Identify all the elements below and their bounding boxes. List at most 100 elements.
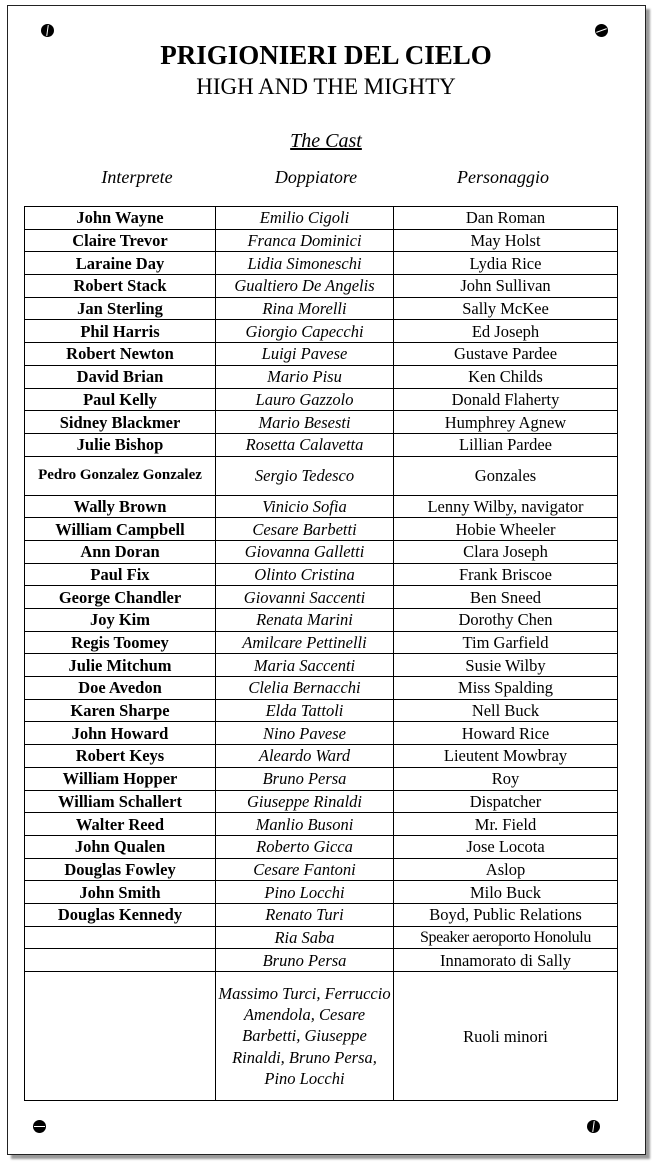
table-row: Paul Kelly Lauro Gazzolo Donald Flaherty bbox=[24, 387, 618, 412]
voice-actor-cell: Amilcare Pettinelli bbox=[215, 630, 394, 655]
screw-icon bbox=[595, 24, 608, 37]
character-cell: Innamorato di Sally bbox=[393, 948, 618, 972]
table-row: Claire Trevor Franca Dominici May Holst bbox=[24, 228, 618, 253]
voice-actor-cell: Lidia Simoneschi bbox=[215, 251, 394, 276]
table-row: Douglas Kennedy Renato Turi Boyd, Public R… bbox=[24, 902, 618, 927]
page-title: PRIGIONIERI DEL CIELO bbox=[160, 40, 492, 70]
character-cell: Ben Sneed bbox=[393, 585, 618, 609]
character-cell: Aslop bbox=[393, 857, 618, 882]
voice-actor-cell: Sergio Tedesco bbox=[215, 455, 394, 496]
table-row: John Howard Nino Pavese Howard Rice bbox=[24, 721, 618, 746]
character-cell: Lenny Wilby, navigator bbox=[393, 494, 618, 519]
table-row: Regis Toomey Amilcare Pettinelli Tim Garfi… bbox=[24, 630, 618, 655]
actor-cell: Pedro Gonzalez Gonzalez bbox=[24, 455, 216, 496]
actor-cell: Ann Doran bbox=[24, 539, 216, 564]
character-cell: Ken Childs bbox=[393, 364, 618, 389]
actor-cell: John Howard bbox=[24, 721, 216, 746]
table-row: Julie Mitchum Maria Saccenti Susie Wilby bbox=[24, 653, 618, 678]
voice-actor-cell: Emilio Cigoli bbox=[215, 206, 394, 230]
voice-actor-cell: Giuseppe Rinaldi bbox=[215, 789, 394, 814]
character-cell: Susie Wilby bbox=[393, 653, 618, 678]
actor-cell: William Hopper bbox=[24, 766, 216, 791]
voice-actor-cell: Luigi Pavese bbox=[215, 342, 394, 366]
voice-actor-cell: Pino Locchi bbox=[215, 880, 394, 904]
actor-cell bbox=[24, 971, 216, 1101]
screw-icon bbox=[587, 1120, 600, 1133]
voice-actor-cell: Olinto Cristina bbox=[215, 562, 394, 587]
character-cell: Clara Joseph bbox=[393, 539, 618, 564]
character-cell: Dorothy Chen bbox=[393, 608, 618, 632]
voice-actor-cell: Ria Saba bbox=[215, 925, 394, 950]
voice-actor-cell: Nino Pavese bbox=[215, 721, 394, 746]
table-row: William Campbell Cesare Barbetti Hobie Whe… bbox=[24, 517, 618, 541]
actor-cell: David Brian bbox=[24, 364, 216, 389]
table-row: Ann Doran Giovanna Galletti Clara Joseph bbox=[24, 539, 618, 564]
table-row: Robert Keys Aleardo Ward Lieutent Mowbray bbox=[24, 744, 618, 768]
table-row: William Schallert Giuseppe Rinaldi Dispatc… bbox=[24, 789, 618, 814]
table-row: Paul Fix Olinto Cristina Frank Briscoe bbox=[24, 562, 618, 587]
character-cell: Dispatcher bbox=[393, 789, 618, 814]
voice-actor-cell: Manlio Busoni bbox=[215, 812, 394, 836]
voice-actor-cell: Renato Turi bbox=[215, 902, 394, 927]
column-header-doppiatore: Doppiatore bbox=[274, 167, 358, 187]
character-cell: Lydia Rice bbox=[393, 251, 618, 276]
voice-actor-cell: Massimo Turci, Ferruccio Amendola, Cesar… bbox=[215, 971, 394, 1101]
table-row: Karen Sharpe Elda Tattoli Nell Buck bbox=[24, 698, 618, 723]
table-row: George Chandler Giovanni Saccenti Ben Snee… bbox=[24, 585, 618, 609]
table-row: Robert Stack Gualtiero De Angelis John Sul… bbox=[24, 274, 618, 298]
table-row: Phil Harris Giorgio Capecchi Ed Joseph bbox=[24, 319, 618, 344]
table-row: William Hopper Bruno Persa Roy bbox=[24, 766, 618, 791]
table-row: David Brian Mario Pisu Ken Childs bbox=[24, 364, 618, 389]
actor-cell: Karen Sharpe bbox=[24, 698, 216, 723]
character-cell: Gonzales bbox=[393, 455, 618, 496]
voice-actor-cell: Roberto Gicca bbox=[215, 834, 394, 859]
actor-cell: Robert Keys bbox=[24, 744, 216, 768]
voice-actor-cell: Mario Pisu bbox=[215, 364, 394, 389]
voice-actor-cell: Maria Saccenti bbox=[215, 653, 394, 678]
actor-cell: Joy Kim bbox=[24, 608, 216, 632]
character-cell: Humphrey Agnew bbox=[393, 410, 618, 434]
table-row: Bruno Persa Innamorato di Sally bbox=[24, 948, 618, 972]
voice-actor-cell: Clelia Bernacchi bbox=[215, 676, 394, 700]
actor-cell: Jan Sterling bbox=[24, 296, 216, 321]
actor-cell: William Campbell bbox=[24, 517, 216, 541]
character-cell: Ruoli minori bbox=[393, 971, 618, 1101]
character-cell: Tim Garfield bbox=[393, 630, 618, 655]
table-row: Pedro Gonzalez Gonzalez Sergio Tedesco Gon… bbox=[24, 455, 618, 496]
actor-cell: Julie Bishop bbox=[24, 432, 216, 457]
actor-cell: Robert Newton bbox=[24, 342, 216, 366]
screw-icon bbox=[33, 1120, 46, 1133]
character-cell: Donald Flaherty bbox=[393, 387, 618, 412]
actor-cell: George Chandler bbox=[24, 585, 216, 609]
actor-cell: Douglas Fowley bbox=[24, 857, 216, 882]
table-row: Julie Bishop Rosetta Calavetta Lillian Par… bbox=[24, 432, 618, 457]
actor-cell: Julie Mitchum bbox=[24, 653, 216, 678]
actor-cell: Wally Brown bbox=[24, 494, 216, 519]
section-heading: The Cast bbox=[290, 130, 362, 152]
table-row: Sidney Blackmer Mario Besesti Humphrey Agn… bbox=[24, 410, 618, 434]
character-cell: Hobie Wheeler bbox=[393, 517, 618, 541]
actor-cell: Regis Toomey bbox=[24, 630, 216, 655]
actor-cell: John Wayne bbox=[24, 206, 216, 230]
table-row: Robert Newton Luigi Pavese Gustave Pardee bbox=[24, 342, 618, 366]
character-cell: Gustave Pardee bbox=[393, 342, 618, 366]
table-row: Doe Avedon Clelia Bernacchi Miss Spalding bbox=[24, 676, 618, 700]
character-cell: Sally McKee bbox=[393, 296, 618, 321]
voice-actor-cell: Rina Morelli bbox=[215, 296, 394, 321]
voice-actor-cell: Elda Tattoli bbox=[215, 698, 394, 723]
table-row: John Wayne Emilio Cigoli Dan Roman bbox=[24, 206, 618, 230]
actor-cell: Paul Fix bbox=[24, 562, 216, 587]
voice-actor-cell: Bruno Persa bbox=[215, 948, 394, 972]
character-cell: Nell Buck bbox=[393, 698, 618, 723]
character-cell: John Sullivan bbox=[393, 274, 618, 298]
column-header-interprete: Interprete bbox=[101, 167, 173, 187]
character-cell: Milo Buck bbox=[393, 880, 618, 904]
character-cell: Mr. Field bbox=[393, 812, 618, 836]
actor-cell: Sidney Blackmer bbox=[24, 410, 216, 434]
cast-table: John Wayne Emilio Cigoli Dan Roman Claire T… bbox=[24, 206, 618, 1101]
actor-cell: Walter Reed bbox=[24, 812, 216, 836]
character-cell: Howard Rice bbox=[393, 721, 618, 746]
actor-cell: Doe Avedon bbox=[24, 676, 216, 700]
voice-actor-cell: Giovanna Galletti bbox=[215, 539, 394, 564]
table-row: Laraine Day Lidia Simoneschi Lydia Rice bbox=[24, 251, 618, 276]
